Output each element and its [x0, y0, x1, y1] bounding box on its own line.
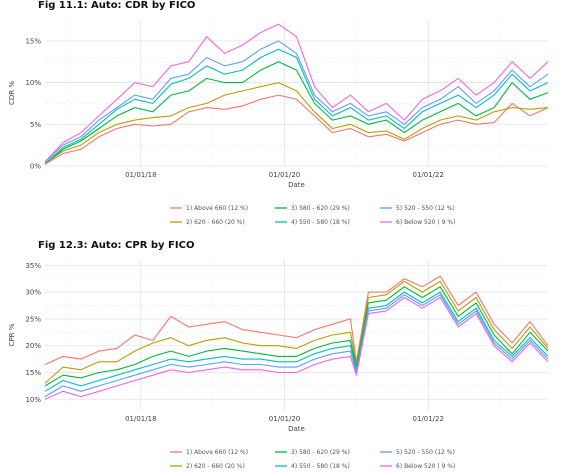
x-tick-label: 01/01/18 — [125, 415, 156, 423]
series-line — [44, 48, 549, 164]
legend-label: 1) Above 660 (12 %) — [186, 449, 248, 456]
series-line — [44, 275, 549, 366]
legend-label: 5) 520 - 550 (12 %) — [396, 205, 455, 212]
chart-title: Fig 11.1: Auto: CDR by FICO — [38, 0, 196, 11]
y-tick-label: 35% — [25, 262, 41, 270]
series-line — [44, 291, 549, 392]
series-line — [44, 61, 549, 164]
legend-label: 2) 620 - 660 (20 %) — [186, 463, 245, 470]
x-tick-label: 01/01/18 — [125, 171, 156, 179]
legend-label: 4) 550 - 580 (18 %) — [291, 463, 350, 470]
y-tick-label: 5% — [30, 121, 41, 129]
x-tick-label: 01/01/20 — [269, 171, 300, 179]
chart-title: Fig 12.3: Auto: CPR by FICO — [38, 240, 195, 251]
series-line — [44, 294, 549, 398]
y-tick-label: 10% — [25, 396, 41, 404]
y-tick-label: 20% — [25, 342, 41, 350]
x-axis-label: Date — [288, 181, 305, 189]
x-tick-label: 01/01/22 — [413, 171, 444, 179]
legend-label: 5) 520 - 550 (12 %) — [396, 449, 455, 456]
x-tick-label: 01/01/20 — [269, 415, 300, 423]
series-line — [44, 82, 549, 164]
series-line — [44, 94, 549, 165]
y-tick-label: 10% — [25, 79, 41, 87]
legend-label: 3) 580 - 620 (29 %) — [291, 205, 350, 212]
series-line — [44, 23, 549, 163]
cdr-line-chart: 0% 5% 10% 15% 01/01/18 01/01/20 01/01/22 Date CD… — [8, 20, 549, 226]
cpr-line-chart: 10% 15% 20% 25% 30% 35% 01/01/18 01/01/20 01/01/… — [8, 260, 549, 470]
series-line — [44, 296, 549, 400]
y-tick-label: 15% — [25, 37, 41, 45]
series-line — [44, 280, 549, 384]
legend-label: 4) 550 - 580 (18 %) — [291, 219, 350, 226]
cpr-chart-panel: Fig 12.3: Auto: CPR by FICO 10% 15% 20% 25%… — [0, 240, 561, 472]
legend-label: 1) Above 660 (12 %) — [186, 205, 248, 212]
x-axis-label: Date — [288, 425, 305, 433]
y-axis-label: CDR % — [8, 81, 16, 105]
legend-label: 3) 580 - 620 (29 %) — [291, 449, 350, 456]
y-tick-label: 0% — [30, 163, 41, 171]
y-tick-label: 30% — [25, 289, 41, 297]
series-line — [44, 286, 549, 387]
x-tick-label: 01/01/22 — [413, 415, 444, 423]
y-axis-label: CPR % — [8, 323, 16, 346]
legend-label: 6) Below 520 ( 9 %) — [396, 219, 455, 226]
legend-label: 2) 620 - 660 (20 %) — [186, 219, 245, 226]
y-tick-label: 25% — [25, 315, 41, 323]
cdr-chart-panel: Fig 11.1: Auto: CDR by FICO 0% 5% 10% 15% 01… — [0, 0, 561, 230]
legend-label: 6) Below 520 ( 9 %) — [396, 463, 455, 470]
y-tick-label: 15% — [25, 369, 41, 377]
series-line — [44, 40, 549, 163]
